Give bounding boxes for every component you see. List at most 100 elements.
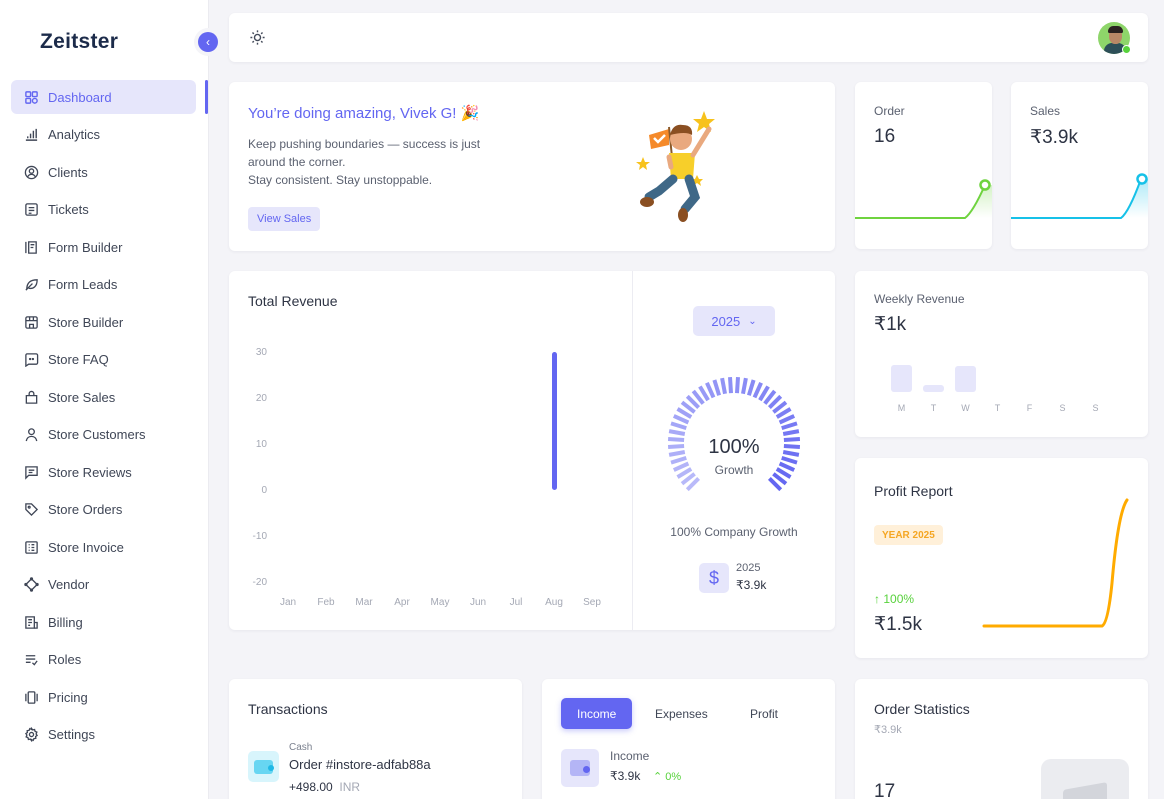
sidebar-item-label: Form Builder	[48, 239, 123, 255]
sidebar-item-store-customers[interactable]: Store Customers	[11, 418, 196, 452]
weekly-bar	[891, 365, 912, 392]
day-label: M	[897, 403, 906, 413]
sidebar-collapse-button[interactable]: ‹	[198, 32, 218, 52]
y-tick: -10	[252, 531, 267, 542]
user-icon	[25, 428, 38, 442]
bar-chart-icon	[25, 128, 38, 141]
sidebar-item-label: Tickets	[48, 202, 89, 217]
sidebar-item-vendor[interactable]: Vendor	[11, 568, 196, 602]
top-bar	[229, 13, 1148, 62]
list-check-icon	[25, 655, 38, 666]
order-label: Order	[874, 104, 905, 118]
order-statistics-subtitle: ₹3.9k	[874, 724, 902, 736]
sidebar-item-label: Store Builder	[48, 314, 124, 330]
sidebar-item-label: Store Reviews	[48, 464, 132, 480]
profit-line-chart	[982, 498, 1129, 628]
sidebar-item-store-reviews[interactable]: Store Reviews	[11, 455, 196, 489]
view-sales-button[interactable]: View Sales	[248, 207, 321, 231]
sidebar-item-label: Store Sales	[48, 389, 116, 405]
summary-value: ₹3.9k	[736, 578, 767, 592]
x-tick: Jul	[509, 597, 523, 608]
welcome-card: You’re doing amazing, Vivek G! 🎉 Keep pu…	[229, 82, 835, 251]
chevron-up-icon: ⌃	[653, 771, 663, 783]
sidebar: Zeitster Dashboard Analytics Clients Tic…	[0, 0, 209, 799]
year-select[interactable]: 2025 ⌄	[693, 306, 775, 336]
sidebar-item-label: Billing	[48, 614, 83, 630]
faq-icon	[25, 353, 39, 367]
x-tick: Jun	[469, 597, 487, 608]
sidebar-item-dashboard[interactable]: Dashboard	[11, 80, 196, 114]
sidebar-item-label: Roles	[48, 652, 82, 667]
order-value: 16	[874, 126, 896, 147]
sidebar-item-analytics[interactable]: Analytics	[11, 118, 196, 152]
sales-card: Sales ₹3.9k	[1011, 82, 1148, 249]
day-label: W	[961, 403, 970, 413]
sidebar-item-tickets[interactable]: Tickets	[11, 193, 196, 227]
profit-report-title: Profit Report	[874, 483, 953, 499]
sidebar-item-store-invoice[interactable]: Store Invoice	[11, 530, 196, 564]
sun-icon[interactable]	[249, 29, 266, 46]
sidebar-item-store-builder[interactable]: Store Builder	[11, 305, 196, 339]
sidebar-item-clients[interactable]: Clients	[11, 155, 196, 189]
welcome-title: You’re doing amazing, Vivek G! 🎉	[248, 105, 480, 122]
sidebar-item-billing[interactable]: Billing	[11, 605, 196, 639]
weekly-bar	[923, 385, 944, 392]
tag-icon	[25, 503, 39, 517]
sidebar-item-roles[interactable]: Roles	[11, 643, 196, 677]
transaction-amount: +498.00 INR	[289, 780, 361, 794]
user-circle-icon	[24, 165, 39, 179]
billing-icon	[25, 615, 38, 629]
order-statistics-card: Order Statistics ₹3.9k 17	[855, 679, 1148, 799]
tab-expenses[interactable]: Expenses	[655, 706, 708, 721]
active-indicator	[205, 80, 208, 114]
transactions-card: Transactions Cash Order #instore-adfab88…	[229, 679, 522, 799]
profit-report-card: Profit Report YEAR 2025 ↑ 100% ₹1.5k	[855, 458, 1148, 658]
total-revenue-card: Total Revenue 30 20 10 0 -10 -20 Jan Feb…	[229, 271, 835, 630]
tab-profit[interactable]: Profit	[750, 706, 779, 721]
income-change: ⌃ 0%	[653, 771, 682, 783]
gear-icon	[24, 727, 39, 742]
sidebar-item-pricing[interactable]: Pricing	[11, 680, 196, 714]
transaction-method: Cash	[289, 742, 313, 753]
revenue-bar-aug[interactable]	[552, 352, 557, 490]
income-value: ₹3.9k	[610, 769, 641, 783]
sidebar-item-store-orders[interactable]: Store Orders	[11, 493, 196, 527]
sidebar-item-form-leads[interactable]: Form Leads	[11, 268, 196, 302]
order-sparkline	[855, 179, 992, 219]
pricing-icon	[25, 690, 38, 704]
sidebar-item-store-sales[interactable]: Store Sales	[11, 380, 196, 414]
growth-gauge	[667, 376, 801, 492]
sidebar-item-label: Clients	[48, 164, 88, 180]
sidebar-item-label: Analytics	[48, 127, 101, 142]
online-status-dot	[1122, 45, 1131, 54]
vendor-icon	[24, 577, 39, 592]
sidebar-item-label: Vendor	[48, 577, 90, 592]
sidebar-item-label: Form Leads	[48, 277, 118, 292]
company-growth-text: 100% Company Growth	[670, 525, 798, 539]
profit-change: ↑ 100%	[874, 592, 915, 606]
invoice-icon	[25, 540, 38, 554]
package-icon	[1041, 759, 1129, 799]
transactions-title: Transactions	[248, 701, 328, 717]
sidebar-item-form-builder[interactable]: Form Builder	[11, 230, 196, 264]
grid-icon	[25, 90, 38, 104]
x-tick: May	[430, 597, 450, 608]
weekly-revenue-card: Weekly Revenue ₹1k M T W T F S S	[855, 271, 1148, 437]
sidebar-item-label: Settings	[48, 727, 95, 742]
wallet-icon	[248, 751, 279, 782]
transaction-order[interactable]: Order #instore-adfab88a	[289, 757, 431, 772]
tab-income[interactable]: Income	[561, 698, 633, 729]
y-tick: 0	[261, 485, 267, 496]
income-panel: Income Expenses Profit Income ₹3.9k ⌃ 0%	[542, 679, 835, 799]
x-tick: Aug	[545, 597, 563, 608]
x-tick: Sep	[583, 597, 601, 608]
order-statistics-count: 17	[874, 781, 896, 799]
y-tick: 10	[255, 439, 267, 450]
sales-label: Sales	[1030, 104, 1061, 118]
sidebar-item-store-faq[interactable]: Store FAQ	[11, 343, 196, 377]
sidebar-item-settings[interactable]: Settings	[11, 718, 196, 752]
sales-value: ₹3.9k	[1030, 127, 1079, 148]
day-label: T	[994, 403, 1001, 413]
app-logo[interactable]: Zeitster	[40, 30, 119, 53]
summary-year: 2025	[736, 562, 761, 574]
